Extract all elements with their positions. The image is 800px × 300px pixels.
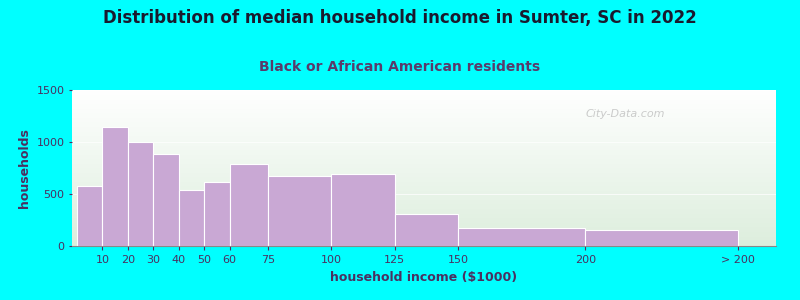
Bar	[458, 228, 586, 246]
Bar	[268, 176, 331, 246]
Bar	[204, 182, 230, 246]
Bar	[394, 214, 458, 246]
Text: City-Data.com: City-Data.com	[586, 109, 666, 119]
Text: Distribution of median household income in Sumter, SC in 2022: Distribution of median household income …	[103, 9, 697, 27]
Bar	[77, 186, 102, 246]
Bar	[154, 154, 178, 246]
Bar	[102, 128, 128, 246]
Bar	[178, 190, 204, 246]
Bar	[331, 174, 394, 246]
Y-axis label: households: households	[18, 128, 31, 208]
Text: Black or African American residents: Black or African American residents	[259, 60, 541, 74]
Bar	[230, 164, 268, 246]
Bar	[128, 142, 154, 246]
X-axis label: household income ($1000): household income ($1000)	[330, 271, 518, 284]
Bar	[586, 230, 738, 246]
